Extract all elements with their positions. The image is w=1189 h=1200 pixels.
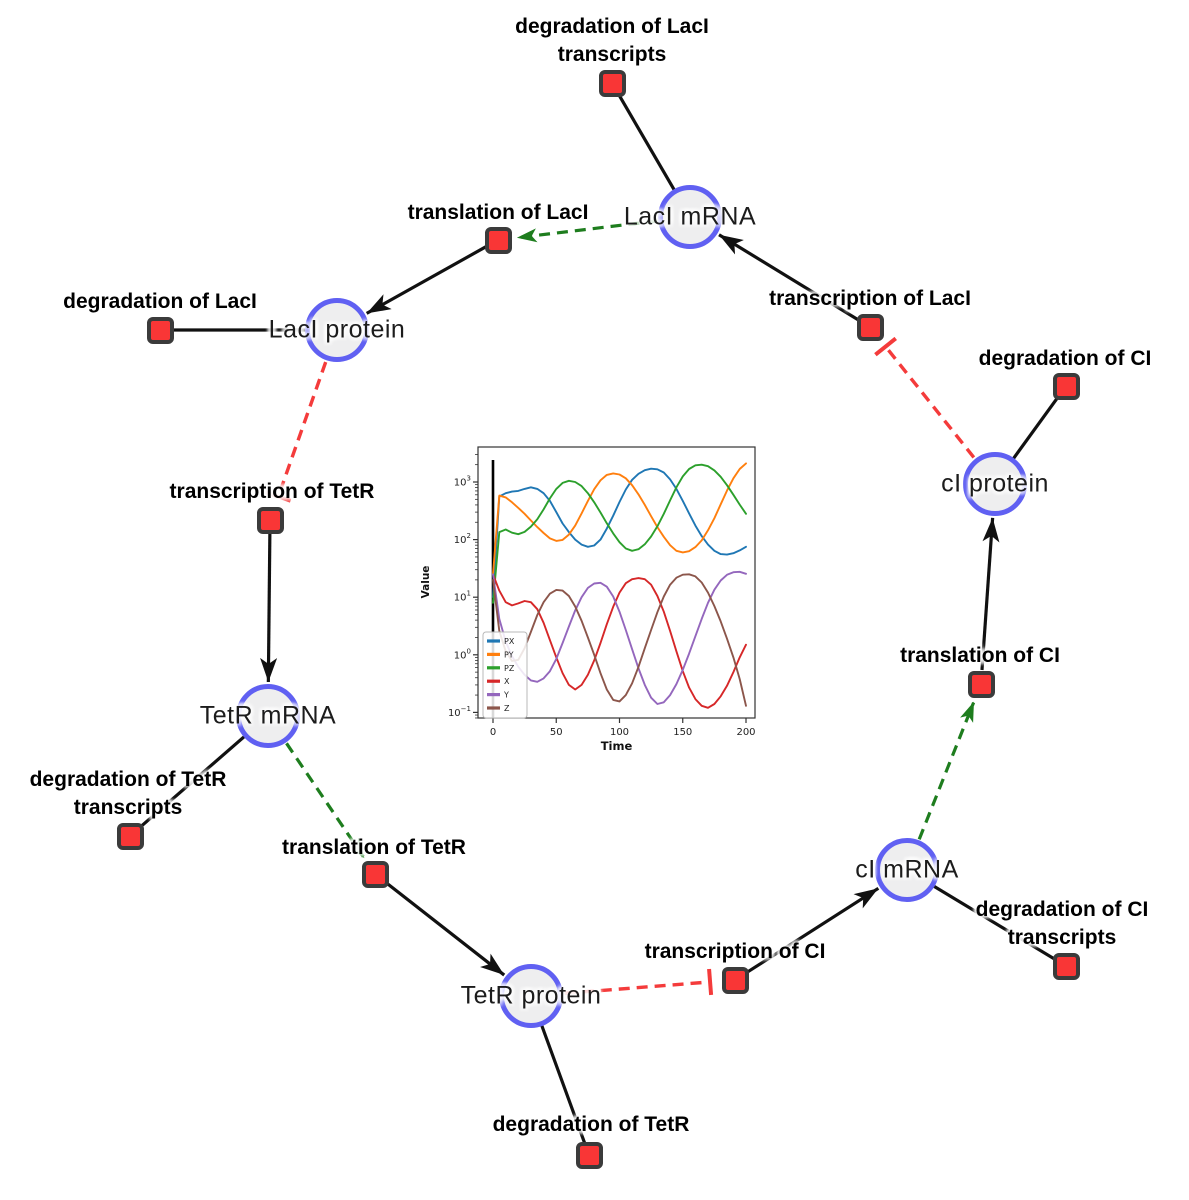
y-tick-label: 100 (454, 647, 471, 661)
species-node-tetr_mrna (236, 684, 300, 748)
reaction-label-translation_ci-0: translation of CI (900, 644, 1060, 667)
reaction-node-translation_tetr (361, 860, 389, 888)
reaction-label-transcription_ci-0: transcription of CI (644, 940, 826, 963)
x-tick-label: 200 (736, 727, 755, 738)
reaction-label-deg_laci_tr-0: degradation of LacI (515, 15, 709, 38)
reaction-label-deg_tetr_tr-1: transcripts (73, 796, 183, 819)
edge-consumption-ci_mrna-deg_ci_tr (932, 884, 1056, 961)
x-tick-label: 100 (610, 727, 629, 738)
series-X (492, 573, 747, 709)
reaction-node-deg_laci (146, 316, 174, 344)
legend-label-PX: PX (504, 637, 515, 646)
reaction-label-transcription_laci-0: transcription of LacI (769, 287, 971, 310)
edge-inhibition-laci_protein-transcription_tetr (265, 361, 328, 503)
species-node-ci_mrna (875, 838, 939, 902)
species-label-ci_protein: cI protein (941, 469, 1049, 498)
edge-modifier-ci_mrna-translation_ci (917, 701, 976, 840)
reaction-label-deg_ci_tr-1: transcripts (1007, 926, 1117, 949)
y-tick-label: 10−1 (448, 705, 471, 719)
legend-label-Y: Y (503, 691, 509, 700)
reaction-node-transcription_laci (856, 313, 884, 341)
edge-production-translation_ci-ci_protein (980, 517, 1000, 671)
species-label-ci_mrna: cI mRNA (855, 855, 959, 884)
series-PZ (492, 463, 747, 604)
species-node-ci_protein (963, 452, 1027, 516)
edge-consumption-ci_protein-deg_ci (1011, 395, 1060, 460)
series-PX (492, 467, 747, 599)
species-label-laci_mrna: LacI mRNA (623, 202, 757, 231)
reaction-node-transcription_ci (721, 966, 749, 994)
reaction-label-deg_tetr-0: degradation of TetR (492, 1113, 690, 1136)
x-axis-label: Time (601, 739, 633, 753)
reaction-node-deg_tetr_tr (116, 822, 144, 850)
reaction-label-deg_laci-0: degradation of LacI (63, 290, 257, 313)
reaction-node-translation_ci (967, 670, 995, 698)
species-node-laci_mrna (658, 185, 722, 249)
edge-modifier-laci_mrna-translation_laci (516, 219, 658, 243)
reaction-node-deg_ci (1052, 372, 1080, 400)
reaction-label-deg_ci-0: degradation of CI (978, 347, 1152, 370)
reaction-label-deg_ci_tr-0: degradation of CI (975, 898, 1149, 921)
edge-production-transcription_tetr-tetr_mrna (260, 533, 278, 683)
y-axis-label: Value (420, 566, 432, 599)
species-label-tetr_protein: TetR protein (460, 981, 602, 1010)
species-node-tetr_protein (499, 964, 563, 1028)
species-node-laci_protein (305, 298, 369, 362)
x-tick-label: 150 (673, 727, 692, 738)
reaction-label-transcription_tetr-0: transcription of TetR (169, 480, 375, 503)
species-label-laci_protein: LacI protein (268, 315, 406, 344)
edge-production-translation_laci-laci_protein (365, 245, 487, 315)
series-Y (492, 570, 747, 705)
time-series-inset-chart: 0 50 100 150 200 10−1 100 101 102 103 Time Value PX P… (405, 430, 785, 775)
legend-label-PZ: PZ (504, 664, 515, 673)
reaction-node-deg_ci_tr (1052, 952, 1080, 980)
edge-consumption-laci_mrna-deg_laci_tr (617, 93, 676, 192)
y-tick-label: 102 (454, 532, 471, 546)
edge-consumption-tetr_protein-deg_tetr (540, 1024, 587, 1144)
edge-modifier-tetr_mrna-translation_tetr (285, 742, 366, 859)
reaction-node-deg_laci_tr (598, 69, 626, 97)
reaction-label-deg_tetr_tr-0: degradation of TetR (29, 768, 227, 791)
reaction-label-translation_tetr-0: translation of TetR (282, 836, 466, 859)
series-PY (492, 462, 747, 576)
edge-production-transcription_laci-laci_mrna (718, 233, 859, 322)
chart-svg: 0 50 100 150 200 10−1 100 101 102 103 Time Value PX P… (405, 430, 785, 775)
series-Z (492, 573, 747, 707)
y-tick-label: 101 (454, 590, 471, 604)
edge-consumption-tetr_mrna-deg_tetr_tr (138, 735, 246, 829)
x-tick-label: 0 (490, 727, 496, 738)
reaction-node-translation_laci (484, 226, 512, 254)
edge-inhibition-ci_protein-transcription_laci (874, 336, 976, 459)
legend-label-Z: Z (504, 704, 510, 713)
legend-label-X: X (504, 677, 510, 686)
reaction-node-transcription_tetr (256, 506, 284, 534)
legend-label-PY: PY (504, 650, 514, 659)
reaction-label-deg_laci_tr-1: transcripts (557, 43, 667, 66)
reaction-node-deg_tetr (575, 1141, 603, 1169)
y-tick-label: 103 (454, 475, 471, 489)
edge-production-translation_tetr-tetr_protein (385, 881, 506, 977)
species-label-tetr_mrna: TetR mRNA (199, 701, 337, 730)
reaction-label-translation_laci-0: translation of LacI (407, 201, 589, 224)
x-tick-label: 50 (550, 727, 563, 738)
edge-production-transcription_ci-ci_mrna (745, 886, 880, 974)
edge-inhibition-tetr_protein-transcription_ci (564, 968, 714, 996)
